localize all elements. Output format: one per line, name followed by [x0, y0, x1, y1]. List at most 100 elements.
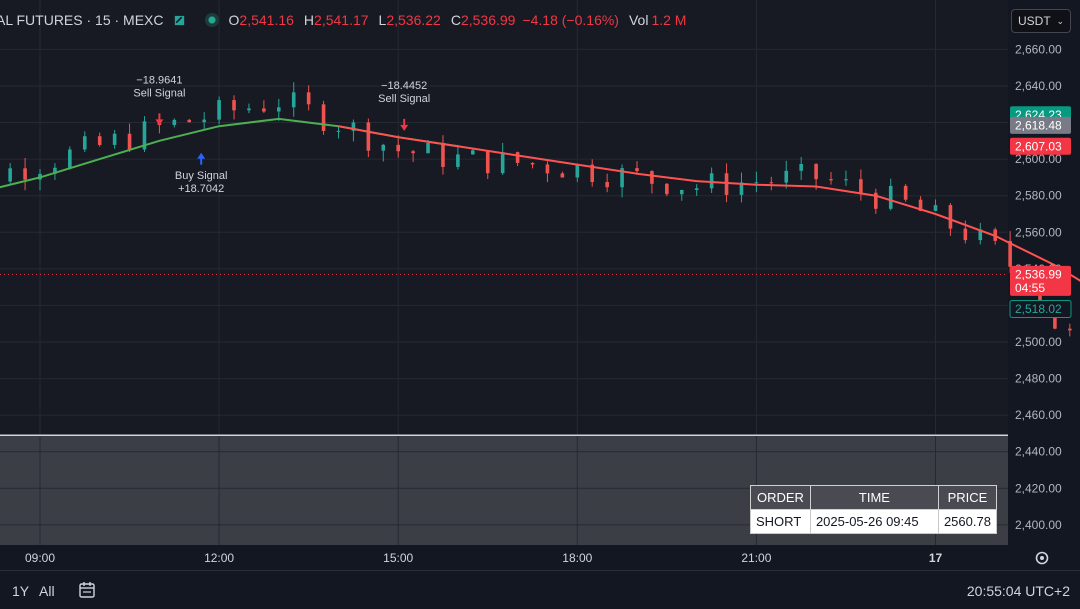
- badge-price: 2,607.03: [1015, 139, 1062, 153]
- candle: [531, 163, 535, 165]
- signal-label: Sell Signal: [133, 87, 185, 99]
- candle: [725, 173, 729, 195]
- y-tick-label: 2,500.00: [1015, 335, 1062, 349]
- price-badge: 2,618.48: [1010, 117, 1071, 134]
- candle: [665, 184, 669, 194]
- candle: [695, 188, 699, 190]
- badge-price: 2,536.99: [1015, 267, 1062, 281]
- y-tick-label: 2,560.00: [1015, 225, 1062, 239]
- candle: [247, 108, 251, 110]
- badge-price: 2,618.48: [1015, 118, 1062, 132]
- candle: [381, 145, 385, 151]
- candle: [23, 168, 27, 179]
- volume-value: 1.2 M: [651, 12, 686, 28]
- candle: [934, 205, 938, 211]
- candle: [964, 229, 968, 240]
- time-axis: [0, 545, 1080, 570]
- candle: [546, 164, 550, 173]
- order-table-header: ORDER TIME PRICE: [751, 486, 997, 510]
- candle: [232, 100, 236, 110]
- candle: [799, 164, 803, 171]
- signal-label: Sell Signal: [378, 93, 430, 105]
- candle: [471, 150, 475, 154]
- currency-select[interactable]: USDT ⌄: [1011, 9, 1071, 33]
- close-value: 2,536.99: [461, 12, 516, 28]
- low-label: L: [379, 12, 387, 28]
- candle: [680, 190, 684, 194]
- order-side: SHORT: [751, 510, 811, 534]
- candle: [426, 143, 430, 153]
- y-tick-label: 2,640.00: [1015, 79, 1062, 93]
- x-tick-label: 09:00: [25, 551, 55, 565]
- chevron-down-icon: ⌄: [1056, 16, 1064, 27]
- candle: [904, 186, 908, 200]
- candle: [113, 134, 117, 145]
- x-tick-label: 12:00: [204, 551, 234, 565]
- change-value: −4.18 (−0.16%): [522, 12, 619, 28]
- signal-value: −18.4452: [381, 80, 427, 92]
- candle: [1068, 329, 1072, 331]
- x-tick-label: 17: [929, 551, 943, 565]
- candle: [516, 152, 520, 163]
- candle: [128, 134, 132, 150]
- candle: [814, 164, 818, 179]
- signal-label: Buy Signal: [175, 170, 228, 182]
- candle: [396, 145, 400, 151]
- x-tick-label: 15:00: [383, 551, 413, 565]
- utc-clock[interactable]: 20:55:04 UTC+2: [967, 583, 1070, 599]
- high-label: H: [304, 12, 314, 28]
- candle: [217, 100, 221, 120]
- volume-label: Vol: [629, 12, 648, 28]
- y-tick-label: 2,420.00: [1015, 481, 1062, 495]
- candle: [650, 171, 654, 184]
- candle: [83, 136, 87, 149]
- candle: [441, 143, 445, 167]
- candle: [501, 152, 505, 173]
- candle: [605, 182, 609, 187]
- candle: [292, 92, 296, 107]
- y-tick-label: 2,460.00: [1015, 408, 1062, 422]
- candle: [784, 171, 788, 183]
- candle: [635, 168, 639, 171]
- candle: [486, 150, 490, 173]
- y-tick-label: 2,480.00: [1015, 372, 1062, 386]
- candle: [456, 154, 460, 167]
- candle: [187, 120, 191, 122]
- col-time: TIME: [810, 486, 938, 510]
- candle: [307, 92, 311, 104]
- currency-label: USDT: [1018, 14, 1051, 28]
- candle: [337, 131, 341, 132]
- range-1y-button[interactable]: 1Y: [12, 583, 29, 599]
- candle: [859, 179, 863, 193]
- badge-countdown: 04:55: [1015, 281, 1045, 295]
- x-tick-label: 18:00: [562, 551, 592, 565]
- order-table: ORDER TIME PRICE SHORT 2025-05-26 09:45 …: [750, 485, 997, 534]
- candle: [889, 186, 893, 209]
- open-label: O: [229, 12, 240, 28]
- candle: [98, 136, 102, 145]
- col-price: PRICE: [938, 486, 996, 510]
- candle: [202, 120, 206, 123]
- candle: [322, 104, 326, 131]
- flag-icon[interactable]: [174, 15, 185, 26]
- symbol-title[interactable]: AL FUTURES · 15 · MEXC: [0, 12, 164, 28]
- candle: [576, 165, 580, 178]
- y-tick-label: 2,660.00: [1015, 42, 1062, 56]
- price-badge: 2,607.03: [1010, 138, 1071, 155]
- range-all-button[interactable]: All: [39, 583, 55, 599]
- badge-price: 2,518.02: [1015, 302, 1062, 316]
- candle: [367, 122, 371, 150]
- candle: [277, 107, 281, 111]
- market-status-icon: [205, 13, 219, 27]
- candle: [829, 179, 833, 180]
- calendar-range-icon[interactable]: [78, 581, 96, 599]
- candle: [710, 173, 714, 188]
- order-price: 2560.78: [938, 510, 996, 534]
- signal-value: +18.7042: [178, 183, 224, 195]
- low-value: 2,536.22: [386, 12, 441, 28]
- candle: [411, 151, 415, 153]
- y-tick-label: 2,400.00: [1015, 518, 1062, 532]
- candle: [770, 182, 774, 183]
- candle: [844, 179, 848, 180]
